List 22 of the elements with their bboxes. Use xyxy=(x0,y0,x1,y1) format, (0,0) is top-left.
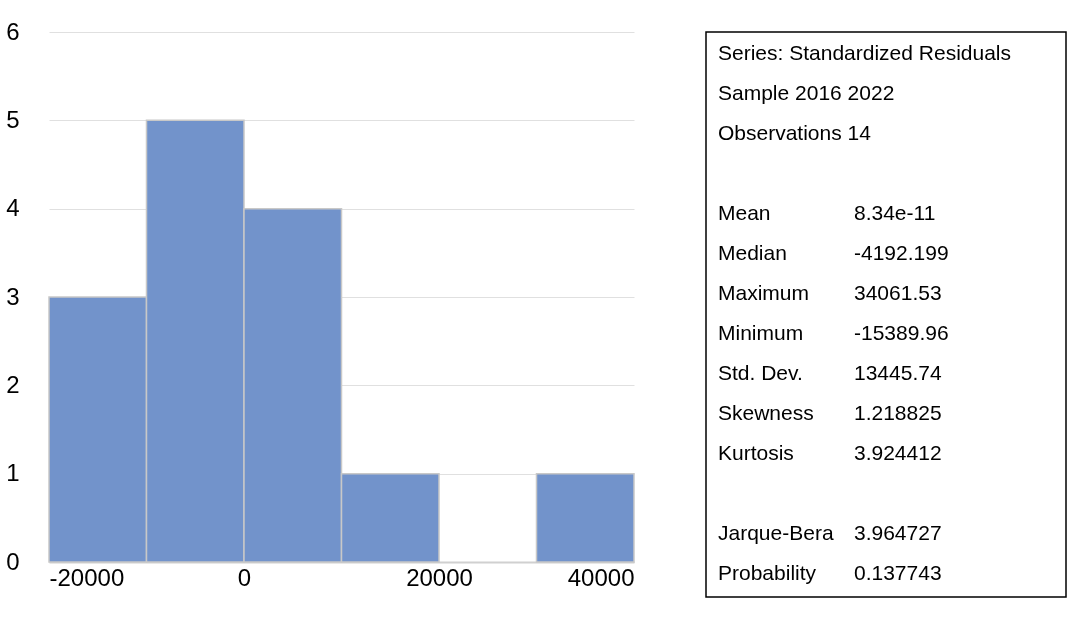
y-tick-label: 1 xyxy=(6,459,20,487)
text: Std. Dev. 13445.74 xyxy=(718,361,942,384)
y-tick-label: 3 xyxy=(6,282,20,310)
y-tick-label: 5 xyxy=(6,105,20,133)
y-tick-label: 4 xyxy=(6,194,20,222)
text: Maximum 34061.53 xyxy=(718,281,942,304)
x-tick-label: 20000 xyxy=(406,563,473,591)
y-tick-label: 2 xyxy=(6,370,20,398)
text: Series: Standardized Residuals xyxy=(718,41,1011,64)
x-tick-label: -20000 xyxy=(49,563,125,591)
text: Mean 8.34e-11 xyxy=(718,201,936,224)
text: Skewness 1.218825 xyxy=(718,401,942,424)
text: Probability 0.137743 xyxy=(718,561,942,584)
x-tick-label: 40000 xyxy=(567,563,635,591)
text: Kurtosis 3.924412 xyxy=(718,441,942,464)
text: Observations 14 xyxy=(718,121,872,144)
y-tick-label: 6 xyxy=(6,17,20,45)
text: Minimum -15389.96 xyxy=(718,321,949,344)
x-tick-label: 0 xyxy=(237,563,252,591)
text: Sample 2016 2022 xyxy=(718,81,895,104)
text: Jarque-Bera 3.964727 xyxy=(718,521,942,544)
text: Median -4192.199 xyxy=(718,241,949,264)
